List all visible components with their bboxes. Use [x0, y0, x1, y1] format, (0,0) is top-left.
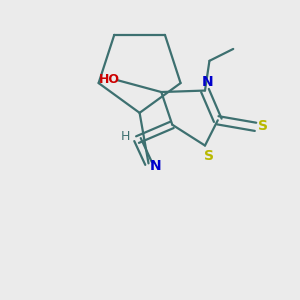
- Text: S: S: [258, 119, 268, 133]
- Text: H: H: [121, 130, 130, 143]
- Text: N: N: [202, 75, 214, 89]
- Text: N: N: [150, 159, 162, 173]
- Text: S: S: [204, 149, 214, 163]
- Text: HO: HO: [99, 73, 120, 86]
